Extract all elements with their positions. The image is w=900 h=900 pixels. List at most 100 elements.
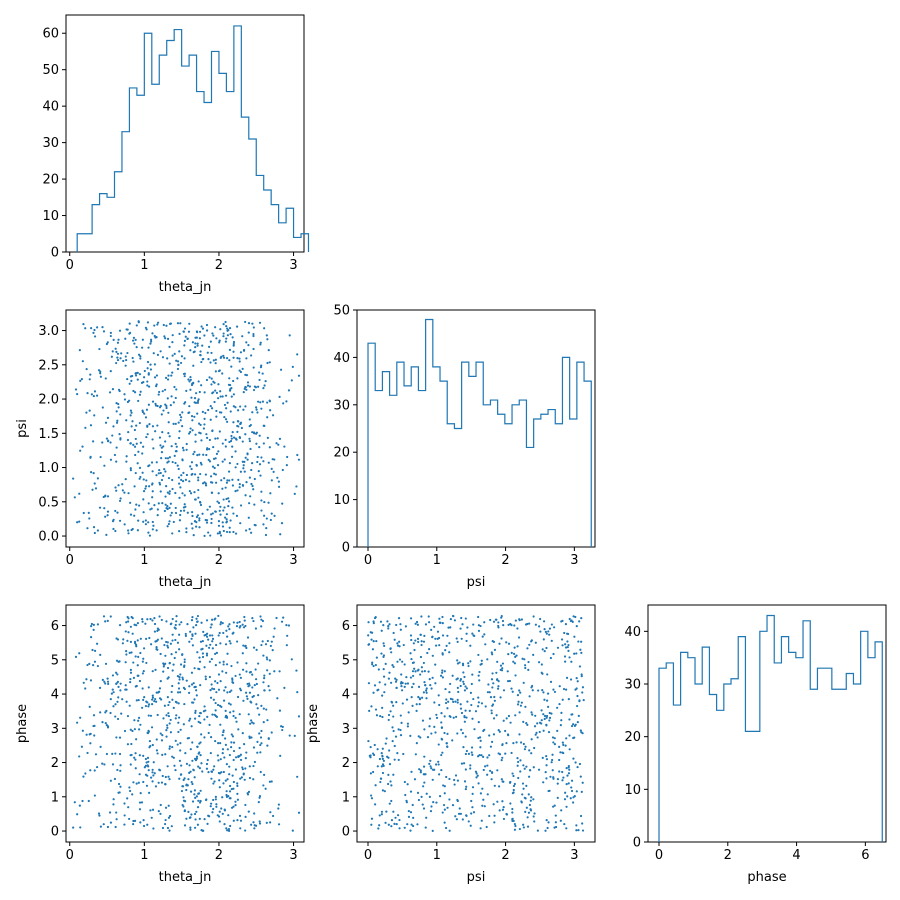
scatter-point <box>181 492 184 495</box>
scatter-point <box>443 715 446 718</box>
scatter-point <box>150 338 153 341</box>
scatter-point <box>99 745 102 748</box>
scatter-point <box>137 655 140 658</box>
scatter-point <box>527 660 530 664</box>
scatter-point <box>438 773 441 776</box>
scatter-point <box>498 753 502 756</box>
scatter-point <box>106 510 110 513</box>
scatter-point <box>497 785 501 788</box>
scatter-point <box>534 641 537 644</box>
scatter-point <box>124 478 127 481</box>
scatter-point <box>266 669 269 672</box>
scatter-point <box>96 765 99 769</box>
scatter-point <box>579 729 582 732</box>
scatter-point <box>183 509 186 512</box>
scatter-point <box>372 770 375 774</box>
scatter-point <box>249 495 252 498</box>
scatter-point <box>158 687 162 690</box>
scatter-point <box>259 615 262 618</box>
scatter-point <box>427 615 430 618</box>
scatter-point <box>200 439 203 442</box>
scatter-point <box>188 405 191 408</box>
scatter-point <box>198 817 201 820</box>
scatter-point <box>448 691 451 694</box>
scatter-point <box>544 771 547 774</box>
scatter-point <box>484 643 487 646</box>
scatter-point <box>189 427 192 430</box>
scatter-point <box>198 390 201 394</box>
scatter-point <box>375 714 379 717</box>
scatter-point <box>206 758 209 762</box>
scatter-point <box>178 482 181 485</box>
scatter-point <box>99 653 102 657</box>
scatter-point <box>129 375 132 378</box>
scatter-point <box>173 626 176 629</box>
scatter-point <box>264 380 267 383</box>
scatter-point <box>251 695 254 699</box>
scatter-point <box>88 517 91 520</box>
scatter-point <box>211 640 214 643</box>
scatter-point <box>381 694 384 697</box>
scatter-point <box>521 793 524 796</box>
scatter-point <box>78 652 81 655</box>
scatter-point <box>374 803 377 806</box>
scatter-point <box>241 335 244 338</box>
scatter-point <box>225 671 228 674</box>
scatter-point <box>176 360 180 363</box>
scatter-point <box>167 676 170 679</box>
scatter-point <box>109 615 112 618</box>
scatter-point <box>109 779 112 782</box>
scatter-point <box>493 695 496 699</box>
scatter-point <box>134 643 138 646</box>
scatter-point <box>246 636 250 639</box>
scatter-point <box>132 389 135 393</box>
scatter-point <box>125 653 128 656</box>
scatter-point <box>187 810 190 813</box>
theta_jn-ytick: 0 <box>51 246 66 261</box>
scatter-point <box>418 768 421 771</box>
scatter-point <box>217 759 220 762</box>
scatter-point <box>295 485 298 488</box>
scatter-point <box>438 644 441 647</box>
scatter-point <box>167 816 171 819</box>
scatter-point <box>166 525 169 528</box>
scatter-point <box>382 668 385 671</box>
scatter-point <box>260 729 263 733</box>
scatter-point <box>219 623 222 626</box>
scatter-point <box>104 495 107 498</box>
scatter-point <box>170 690 173 694</box>
scatter-point <box>261 640 264 643</box>
scatter-point <box>151 696 155 699</box>
scatter-point <box>238 620 241 624</box>
scatter-point <box>227 504 230 508</box>
scatter-point <box>261 619 265 623</box>
phase-xlabel: phase <box>747 870 786 885</box>
scatter-point <box>106 825 110 829</box>
scatter-point <box>260 625 263 628</box>
scatter-point <box>115 489 118 492</box>
scatter-point <box>152 524 155 527</box>
scatter-point <box>417 798 420 802</box>
scatter-point <box>139 637 142 640</box>
scatter-point <box>204 675 207 678</box>
scatter-point <box>495 714 498 717</box>
scatter-point <box>374 708 378 711</box>
scatter-point <box>159 444 162 447</box>
scatter-point <box>428 621 431 624</box>
scatter-point <box>234 406 237 409</box>
scatter-point <box>458 661 461 664</box>
scatter-point <box>473 634 476 638</box>
scatter-point <box>257 385 260 388</box>
scatter-point <box>469 767 472 770</box>
phase-xtick: 2 <box>724 842 732 863</box>
scatter-point <box>379 714 382 718</box>
scatter-point <box>264 787 267 790</box>
scatter-point <box>470 746 474 749</box>
psi_vs_phase-ytick-label: 0 <box>342 825 350 840</box>
scatter-point <box>479 739 482 742</box>
scatter-point <box>168 345 171 348</box>
scatter-point <box>254 406 258 409</box>
scatter-point <box>455 637 458 640</box>
scatter-point <box>448 651 451 654</box>
scatter-point <box>576 694 579 698</box>
